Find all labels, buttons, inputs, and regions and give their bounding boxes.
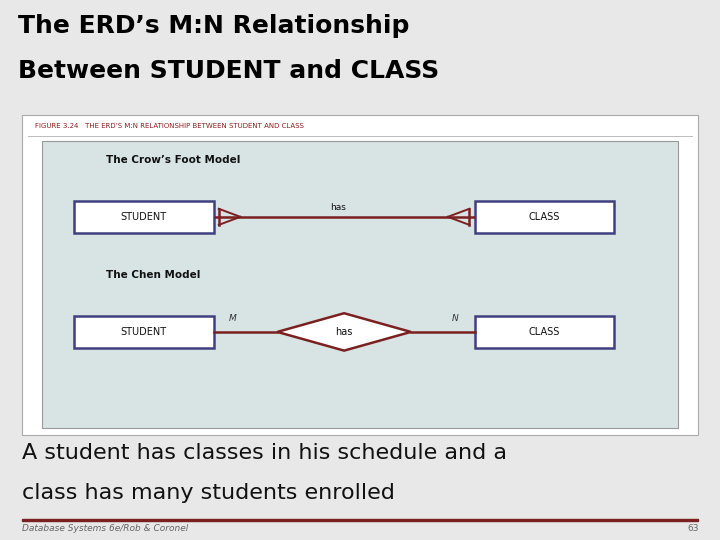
- FancyBboxPatch shape: [73, 201, 214, 233]
- Text: FIGURE 3.24   THE ERD’S M:N RELATIONSHIP BETWEEN STUDENT AND CLASS: FIGURE 3.24 THE ERD’S M:N RELATIONSHIP B…: [35, 123, 304, 129]
- Text: CLASS: CLASS: [528, 327, 560, 337]
- Text: CLASS: CLASS: [528, 212, 560, 222]
- Text: A student has classes in his schedule and a: A student has classes in his schedule an…: [22, 443, 507, 463]
- FancyBboxPatch shape: [474, 201, 614, 233]
- Text: The ERD’s M:N Relationship: The ERD’s M:N Relationship: [18, 14, 410, 37]
- FancyBboxPatch shape: [42, 140, 678, 428]
- Polygon shape: [277, 313, 411, 350]
- Text: class has many students enrolled: class has many students enrolled: [22, 483, 395, 503]
- Text: Database Systems 6e/Rob & Coronel: Database Systems 6e/Rob & Coronel: [22, 524, 188, 533]
- Text: Between STUDENT and CLASS: Between STUDENT and CLASS: [18, 59, 439, 83]
- Text: The Chen Model: The Chen Model: [106, 270, 200, 280]
- Text: The Crow’s Foot Model: The Crow’s Foot Model: [106, 155, 240, 165]
- Text: N: N: [452, 314, 459, 323]
- Text: has: has: [336, 327, 353, 337]
- Text: M: M: [229, 314, 237, 323]
- Text: 63: 63: [687, 524, 698, 533]
- FancyBboxPatch shape: [73, 316, 214, 348]
- Text: has: has: [330, 202, 346, 212]
- FancyBboxPatch shape: [474, 316, 614, 348]
- Text: STUDENT: STUDENT: [121, 212, 167, 222]
- Text: STUDENT: STUDENT: [121, 327, 167, 337]
